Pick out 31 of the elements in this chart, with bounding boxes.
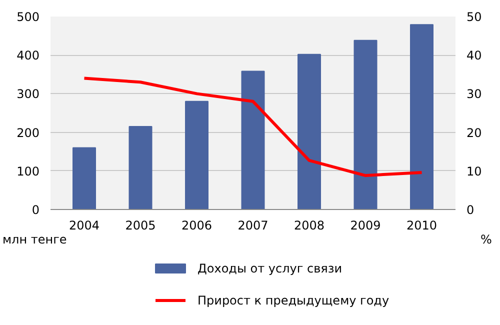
- y2-tick-label: 0: [466, 203, 474, 217]
- bar: [72, 147, 96, 210]
- y-tick-label: 500: [16, 10, 40, 24]
- x-tick-label: 2010: [406, 218, 438, 232]
- x-tick-label: 2008: [294, 218, 325, 232]
- x-tick-label: 2007: [238, 218, 268, 232]
- y-tick-label: 300: [16, 87, 40, 102]
- y2-tick-label: 30: [466, 87, 482, 102]
- bar: [298, 54, 321, 210]
- y-axis-title: млн тенге: [2, 232, 67, 246]
- legend-label: Доходы от услуг связи: [198, 262, 342, 276]
- bar: [354, 40, 378, 210]
- bar: [241, 70, 265, 210]
- bar: [185, 100, 208, 210]
- bar: [128, 126, 152, 210]
- x-tick-label: 2009: [350, 218, 381, 232]
- y-tick-label: 0: [32, 203, 40, 217]
- legend-label: Прирост к предыдущему году: [198, 294, 390, 308]
- line-series: [82, 76, 424, 178]
- y2-tick-label: 10: [466, 164, 482, 178]
- y2-tick-label: 50: [466, 10, 482, 24]
- x-tick-label: 2006: [181, 218, 212, 232]
- y-tick-label: 200: [16, 126, 40, 140]
- y2-axis-title: %: [480, 232, 492, 246]
- y-tick-label: 400: [16, 48, 40, 63]
- bar: [410, 24, 434, 210]
- y-tick-label: 100: [16, 164, 40, 178]
- x-tick-label: 2004: [68, 218, 100, 232]
- x-tick-label: 2005: [125, 218, 156, 232]
- y2-tick-label: 20: [466, 126, 482, 140]
- y2-tick-label: 40: [466, 48, 482, 63]
